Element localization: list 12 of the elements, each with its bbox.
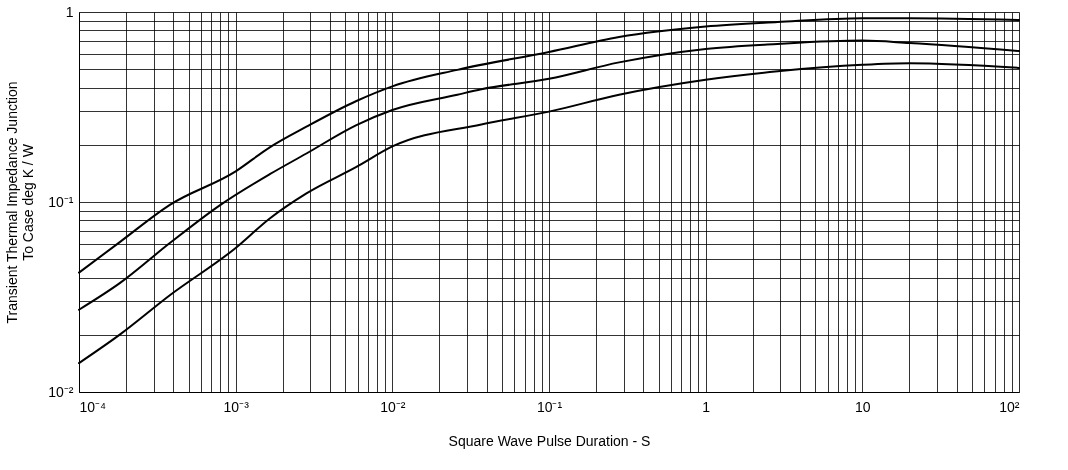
x-tick-label: 10⁻³ xyxy=(223,398,250,415)
x-tick-label: 1 xyxy=(702,398,711,415)
x-axis-title: Square Wave Pulse Duration - S xyxy=(448,432,651,449)
y-tick-label: 10⁻¹ xyxy=(48,193,74,210)
x-tick-label: 10² xyxy=(999,398,1020,415)
x-tick-label: 10⁻⁴ xyxy=(79,398,107,415)
x-tick-label: 10⁻² xyxy=(380,398,406,415)
x-tick-label: 10 xyxy=(855,398,871,415)
x-tick-label: 10⁻¹ xyxy=(536,398,563,415)
y-tick-label: 10⁻² xyxy=(48,383,74,400)
y-axis-title: Transient Thermal Impedance Junction To Case deg K / W xyxy=(4,81,37,324)
y-tick-label: 1 xyxy=(65,3,74,20)
